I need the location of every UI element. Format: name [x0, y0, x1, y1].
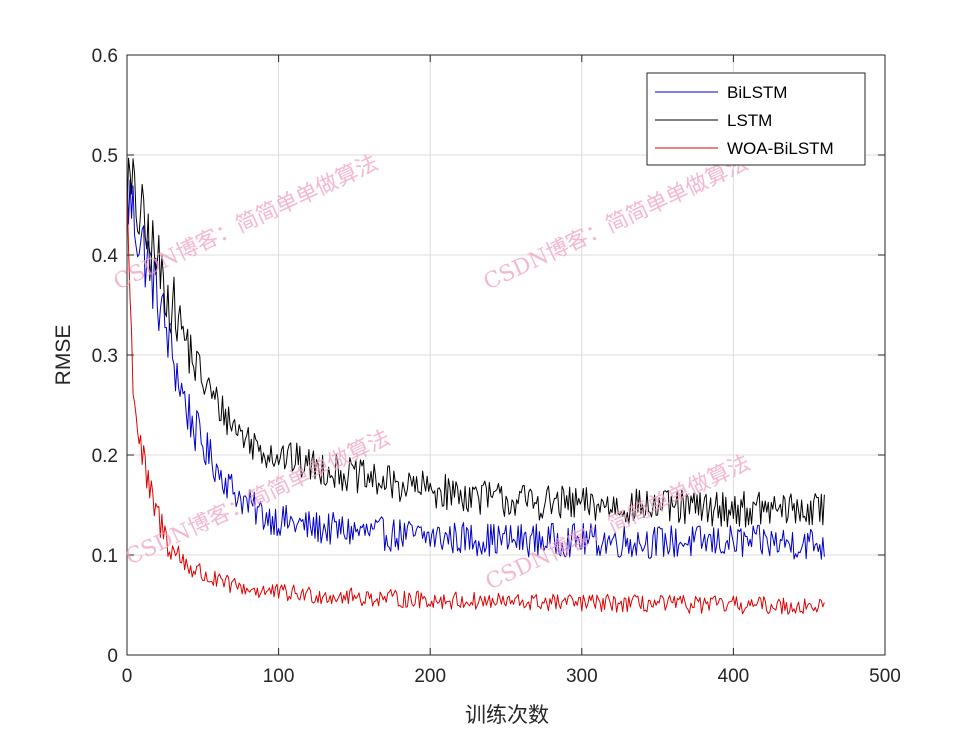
x-tick-label: 400 — [718, 666, 750, 687]
y-tick-label: 0.6 — [92, 46, 118, 67]
series-line-bilstm — [126, 176, 825, 560]
x-tick-label: 300 — [566, 666, 598, 687]
series-lines — [126, 157, 825, 615]
tick-labels: 0 100 200 300 400 500 0 0.1 0.2 0.3 0.4 0.5 0.6 — [92, 46, 901, 687]
footer: 掘金技术社区 @ 简简单单做算法 CSDN @简简单单做算法 — [598, 687, 932, 730]
legend-label-woa-bilstm: WOA-BiLSTM — [727, 139, 834, 158]
y-tick-label: 0.3 — [92, 346, 118, 367]
y-tick-label: 0.4 — [92, 246, 119, 267]
x-tick-label: 100 — [263, 666, 295, 687]
legend: BiLSTM LSTM WOA-BiLSTM — [646, 72, 866, 166]
x-axis-label: 训练次数 — [465, 703, 549, 727]
series-line-woa-bilstm — [126, 186, 825, 615]
x-tick-label: 200 — [414, 666, 446, 687]
y-tick-label: 0.5 — [92, 146, 118, 167]
x-tick-label: 500 — [869, 666, 901, 687]
ticks — [126, 54, 886, 656]
y-axis-label: RMSE — [52, 325, 75, 386]
y-tick-label: 0.1 — [92, 546, 118, 567]
y-tick-label: 0 — [107, 646, 118, 667]
footer-line2: CSDN @简简单单做算法 — [776, 713, 932, 730]
series-line-lstm — [126, 157, 825, 528]
legend-box — [646, 72, 866, 166]
y-tick-label: 0.2 — [92, 446, 118, 467]
x-tick-label: 0 — [122, 666, 133, 687]
legend-label-lstm: LSTM — [727, 111, 772, 130]
legend-label-bilstm: BiLSTM — [727, 83, 787, 102]
footer-line1: 掘金技术社区 @ 简简单单做算法 — [598, 687, 891, 711]
